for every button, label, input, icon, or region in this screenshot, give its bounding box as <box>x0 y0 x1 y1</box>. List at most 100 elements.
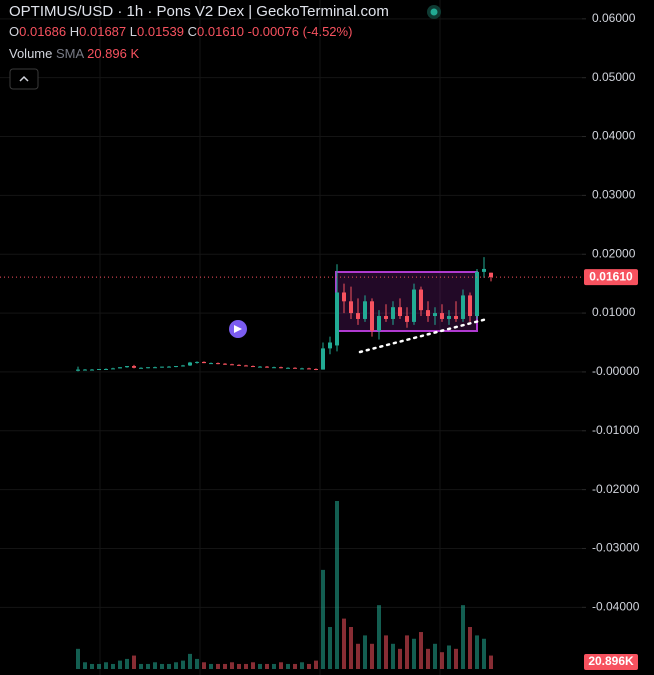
collapse-button-box[interactable] <box>9 68 39 90</box>
candle-body <box>97 368 101 370</box>
volume-bar <box>384 635 388 669</box>
volume-bar <box>405 635 409 669</box>
volume-bar <box>97 663 101 669</box>
collapse-button[interactable] <box>9 68 39 90</box>
volume-bar <box>314 660 318 669</box>
legend-key: H <box>70 24 79 39</box>
volume-bar <box>328 627 332 669</box>
volume-bar <box>293 663 297 669</box>
candle-body <box>111 368 115 370</box>
volume-bar <box>237 663 241 669</box>
candle-body <box>125 366 129 368</box>
y-tick-label: 0.03000 <box>592 188 636 202</box>
marker-icon <box>229 320 247 338</box>
volume-bar <box>335 501 339 669</box>
candle-body <box>90 369 94 371</box>
candle-body <box>307 368 311 370</box>
y-tick-label: 0.02000 <box>592 246 636 260</box>
candle-body <box>258 366 262 368</box>
volume-bar <box>230 662 234 669</box>
candle-body <box>440 313 444 319</box>
chart-title: OPTIMUS/USD · 1h · Pons V2 Dex | GeckoTe… <box>9 3 389 20</box>
legend-value: 0.01539 <box>137 24 184 39</box>
candle-body <box>349 301 353 314</box>
candle-body <box>461 295 465 319</box>
candle-body <box>447 316 451 319</box>
volume-bar <box>286 663 290 669</box>
change-label: -0.00076 (-4.52%) <box>248 24 353 39</box>
volume-bar <box>433 643 437 669</box>
volume-bar <box>272 663 276 669</box>
volume-bar <box>419 632 423 669</box>
volume-bar <box>104 662 108 669</box>
candle-body <box>342 292 346 302</box>
grid <box>0 18 582 608</box>
volume-bar <box>209 663 213 669</box>
volume-bar <box>111 663 115 669</box>
marker-glyph <box>234 325 242 333</box>
y-axis: 0.06000 0.05000 0.04000 0.03000 0.02000 0.010… <box>582 11 640 613</box>
candle-body <box>146 367 150 369</box>
trend-line-drawing <box>358 317 489 354</box>
volume-bar <box>153 662 157 669</box>
candle-body <box>363 301 367 319</box>
volume-bar <box>265 663 269 669</box>
y-tick-label: -0.00000 <box>592 364 640 378</box>
volume-bar <box>300 662 304 669</box>
candle-body <box>237 364 241 366</box>
candle-body <box>251 366 255 368</box>
volume-bar <box>412 638 416 669</box>
volume-bar <box>461 605 465 669</box>
volume-bar <box>363 635 367 669</box>
volume-bar <box>279 662 283 669</box>
volume-bar <box>223 663 227 669</box>
volume-bar <box>251 662 255 669</box>
candle-body <box>454 316 458 319</box>
volume-bar <box>321 569 325 669</box>
volume-bar <box>258 663 262 669</box>
legend-key: L <box>130 24 137 39</box>
volume-bar <box>195 658 199 669</box>
volume-bar <box>349 627 353 669</box>
volume-label: Volume <box>9 46 52 61</box>
legend-key: O <box>9 24 19 39</box>
volume-bar <box>482 638 486 669</box>
y-tick-label: -0.01000 <box>592 423 640 437</box>
volume-bar <box>489 655 493 669</box>
candle-body <box>174 366 178 368</box>
candle-body <box>468 295 472 317</box>
candle-body <box>265 366 269 368</box>
volume-bar <box>160 663 164 669</box>
volume-bar <box>356 643 360 669</box>
candle-body <box>475 271 479 317</box>
candle-body <box>300 368 304 370</box>
last-price-label: 0.01610 <box>589 269 633 283</box>
candle-body <box>223 363 227 365</box>
volume-bar <box>132 655 136 669</box>
volume-bar <box>174 662 178 669</box>
volume-sma-label: SMA <box>56 46 85 61</box>
candle-body <box>230 364 234 366</box>
candle-body <box>335 292 339 346</box>
candle-body <box>195 361 199 363</box>
candle-body <box>209 363 213 365</box>
volume-bar <box>440 652 444 669</box>
candle-body <box>328 342 332 349</box>
volume-bar <box>167 663 171 669</box>
volume-bar <box>202 662 206 669</box>
legend-value: 0.01686 <box>19 24 66 39</box>
candle-body <box>118 367 122 369</box>
tag-box <box>584 269 638 286</box>
candle-body <box>160 366 164 368</box>
volume-bar <box>216 663 220 669</box>
candle-body <box>181 365 185 367</box>
volume-bar <box>90 663 94 669</box>
candle-body <box>167 366 171 368</box>
candle-body <box>188 362 192 366</box>
volume-bar <box>391 643 395 669</box>
candles <box>76 257 493 372</box>
volume-bar <box>244 663 248 669</box>
ohlc-legend: O0.01686 H0.01687 L0.01539 C0.01610 -0.0… <box>9 24 352 39</box>
